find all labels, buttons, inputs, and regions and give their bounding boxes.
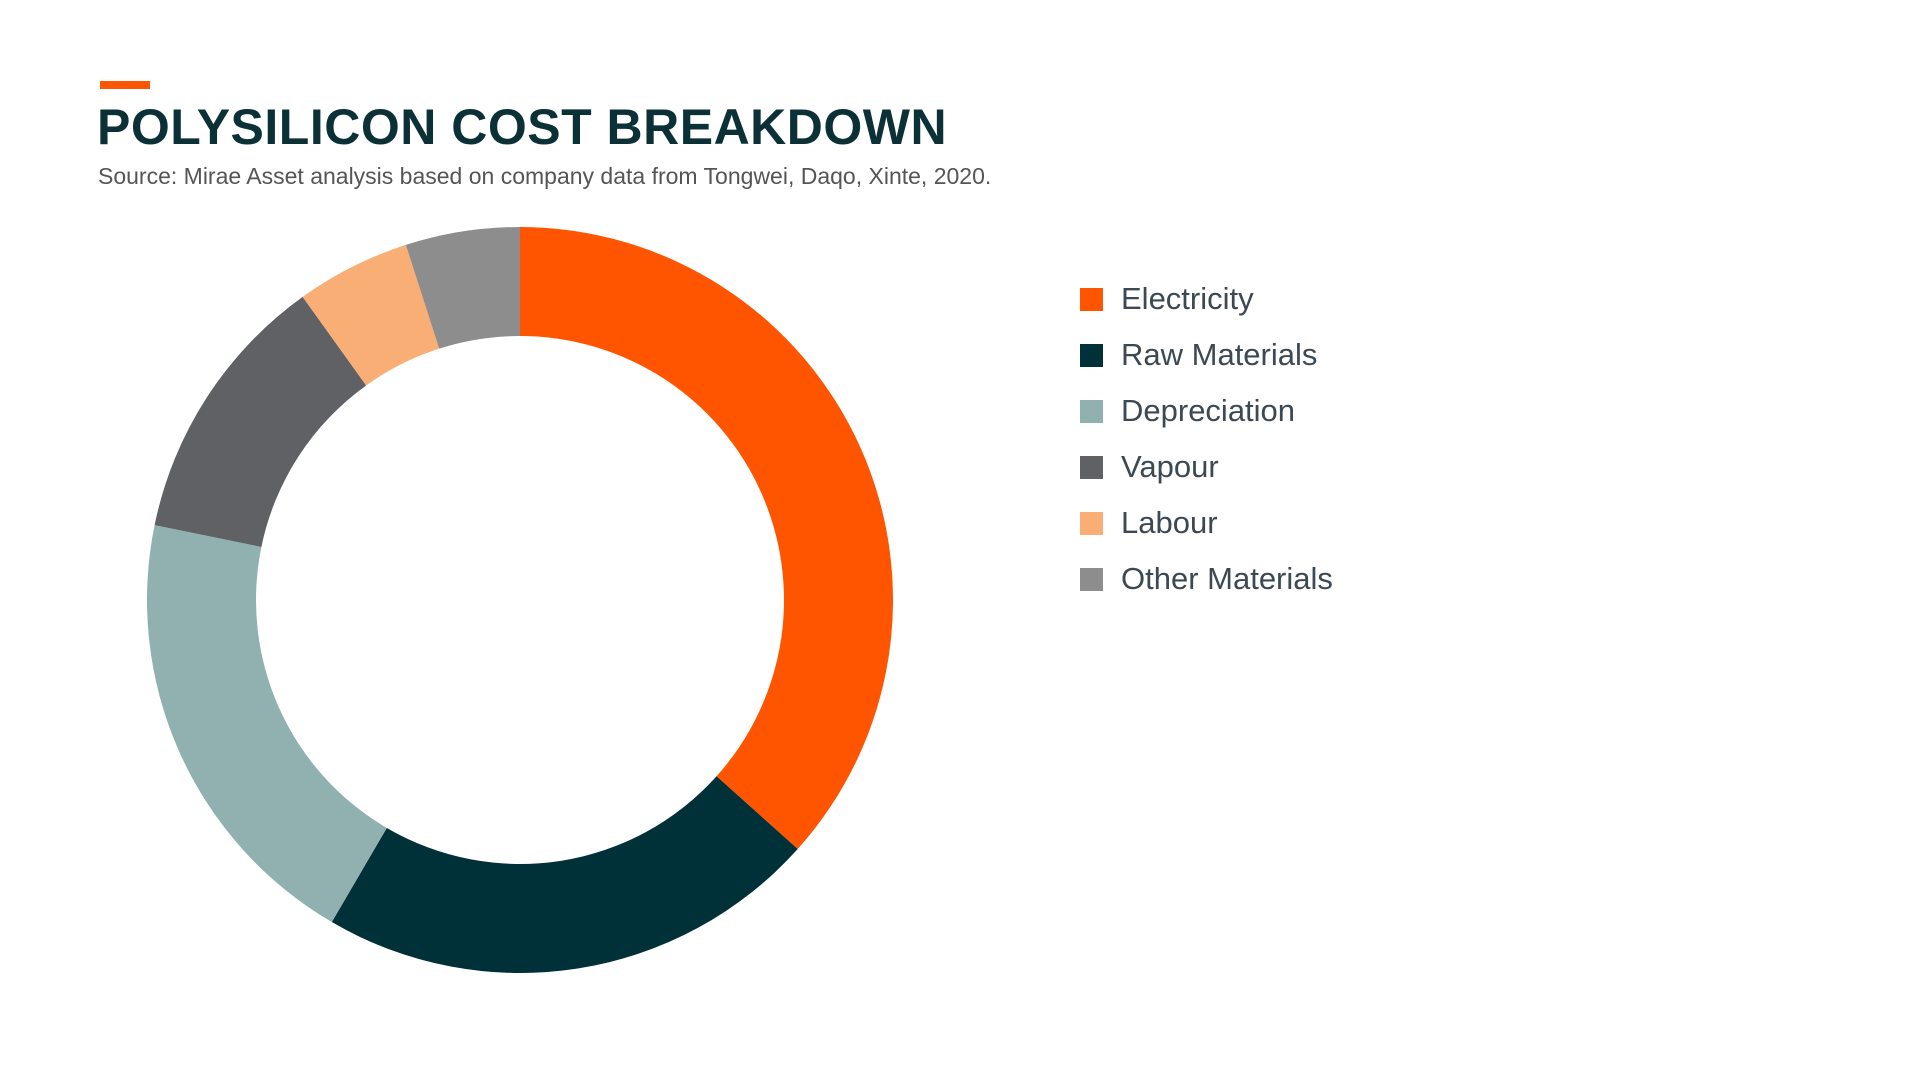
legend-label: Electricity [1121,281,1254,316]
donut-slices [146,227,893,973]
legend-swatch [1080,343,1103,367]
legend-item-electricity: Electricity [1080,271,1333,327]
legend-label: Other Materials [1121,561,1333,596]
legend-swatch [1080,399,1103,423]
donut-chart [146,227,893,973]
legend-label: Depreciation [1121,393,1296,428]
legend-label: Raw Materials [1121,337,1318,372]
chart-title: POLYSILICON COST BREAKDOWN [97,99,948,155]
slice-other-materials [405,227,520,349]
legend-item-labour: Labour [1080,495,1333,551]
legend-swatch [1080,287,1103,311]
legend-item-vapour: Vapour [1080,439,1333,495]
legend-label: Labour [1121,505,1218,540]
chart-source: Source: Mirae Asset analysis based on co… [98,163,992,189]
slice-vapour [154,296,367,547]
slice-depreciation [146,525,387,923]
legend-item-other-materials: Other Materials [1080,551,1333,607]
slice-labour [302,244,440,386]
legend-item-depreciation: Depreciation [1080,383,1333,439]
slice-electricity [520,227,893,850]
legend-label: Vapour [1121,449,1219,484]
chart-legend: Electricity Raw Materials Depreciation Vapo… [1080,271,1333,607]
legend-swatch [1080,511,1103,535]
legend-swatch [1080,567,1103,591]
legend-item-raw-materials: Raw Materials [1080,327,1333,383]
title-accent-bar [100,81,150,89]
legend-swatch [1080,455,1103,479]
slice-raw-materials [331,776,798,973]
